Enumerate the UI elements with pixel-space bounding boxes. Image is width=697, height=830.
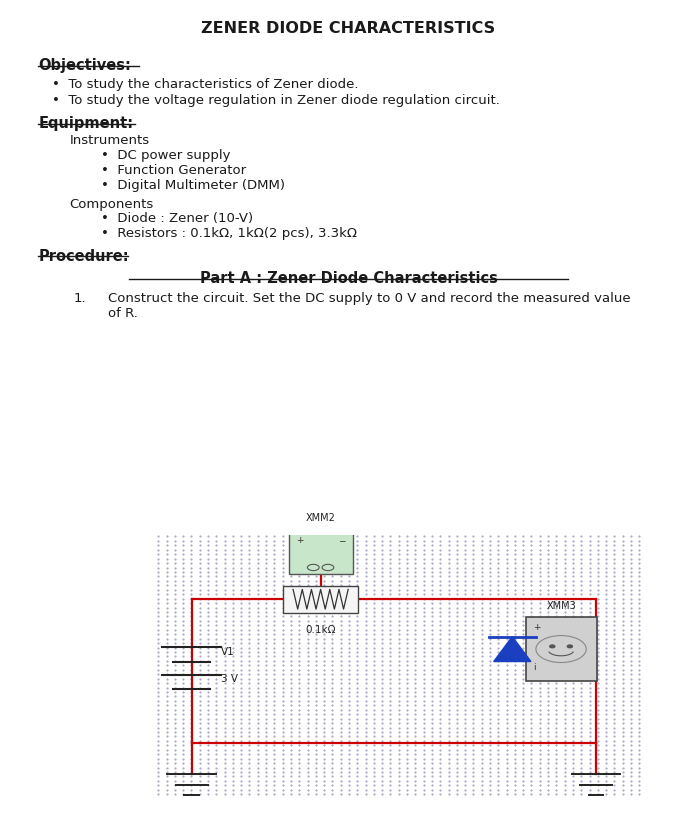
Text: •  Diode : Zener (10-V): • Diode : Zener (10-V) — [101, 212, 253, 226]
Text: •  DC power supply: • DC power supply — [101, 149, 231, 163]
Text: 3 V: 3 V — [221, 674, 238, 684]
Text: +: + — [533, 623, 540, 632]
Text: •  To study the characteristics of Zener diode.: • To study the characteristics of Zener … — [52, 78, 359, 91]
Text: of R.: of R. — [108, 307, 138, 320]
Text: i: i — [533, 663, 535, 672]
Text: Procedure:: Procedure: — [38, 249, 129, 264]
FancyBboxPatch shape — [526, 617, 597, 681]
Text: +: + — [296, 536, 303, 545]
Text: V1: V1 — [221, 647, 235, 657]
Text: Components: Components — [70, 198, 154, 211]
Text: •  Function Generator: • Function Generator — [101, 164, 246, 178]
Text: •  Resistors : 0.1kΩ, 1kΩ(2 pcs), 3.3kΩ: • Resistors : 0.1kΩ, 1kΩ(2 pcs), 3.3kΩ — [101, 227, 357, 241]
Text: Construct the circuit. Set the DC supply to 0 V and record the measured value: Construct the circuit. Set the DC supply… — [108, 292, 631, 305]
Circle shape — [567, 645, 572, 647]
Text: •  Digital Multimeter (DMM): • Digital Multimeter (DMM) — [101, 179, 285, 193]
Text: XMM2: XMM2 — [306, 514, 335, 524]
Text: XMM3: XMM3 — [546, 602, 576, 612]
Text: ZENER DIODE CHARACTERISTICS: ZENER DIODE CHARACTERISTICS — [201, 21, 496, 36]
Text: −: − — [338, 536, 346, 545]
FancyBboxPatch shape — [284, 585, 358, 613]
Text: 0.1kΩ: 0.1kΩ — [305, 625, 336, 635]
Text: Part A : Zener Diode Characteristics: Part A : Zener Diode Characteristics — [199, 271, 498, 286]
Polygon shape — [493, 637, 531, 662]
Text: •  To study the voltage regulation in Zener diode regulation circuit.: • To study the voltage regulation in Zen… — [52, 94, 500, 107]
Circle shape — [550, 645, 555, 647]
Text: Equipment:: Equipment: — [38, 116, 133, 131]
Text: 1.: 1. — [73, 292, 86, 305]
Text: Objectives:: Objectives: — [38, 58, 131, 73]
Text: Instruments: Instruments — [70, 134, 150, 148]
FancyBboxPatch shape — [289, 530, 353, 574]
